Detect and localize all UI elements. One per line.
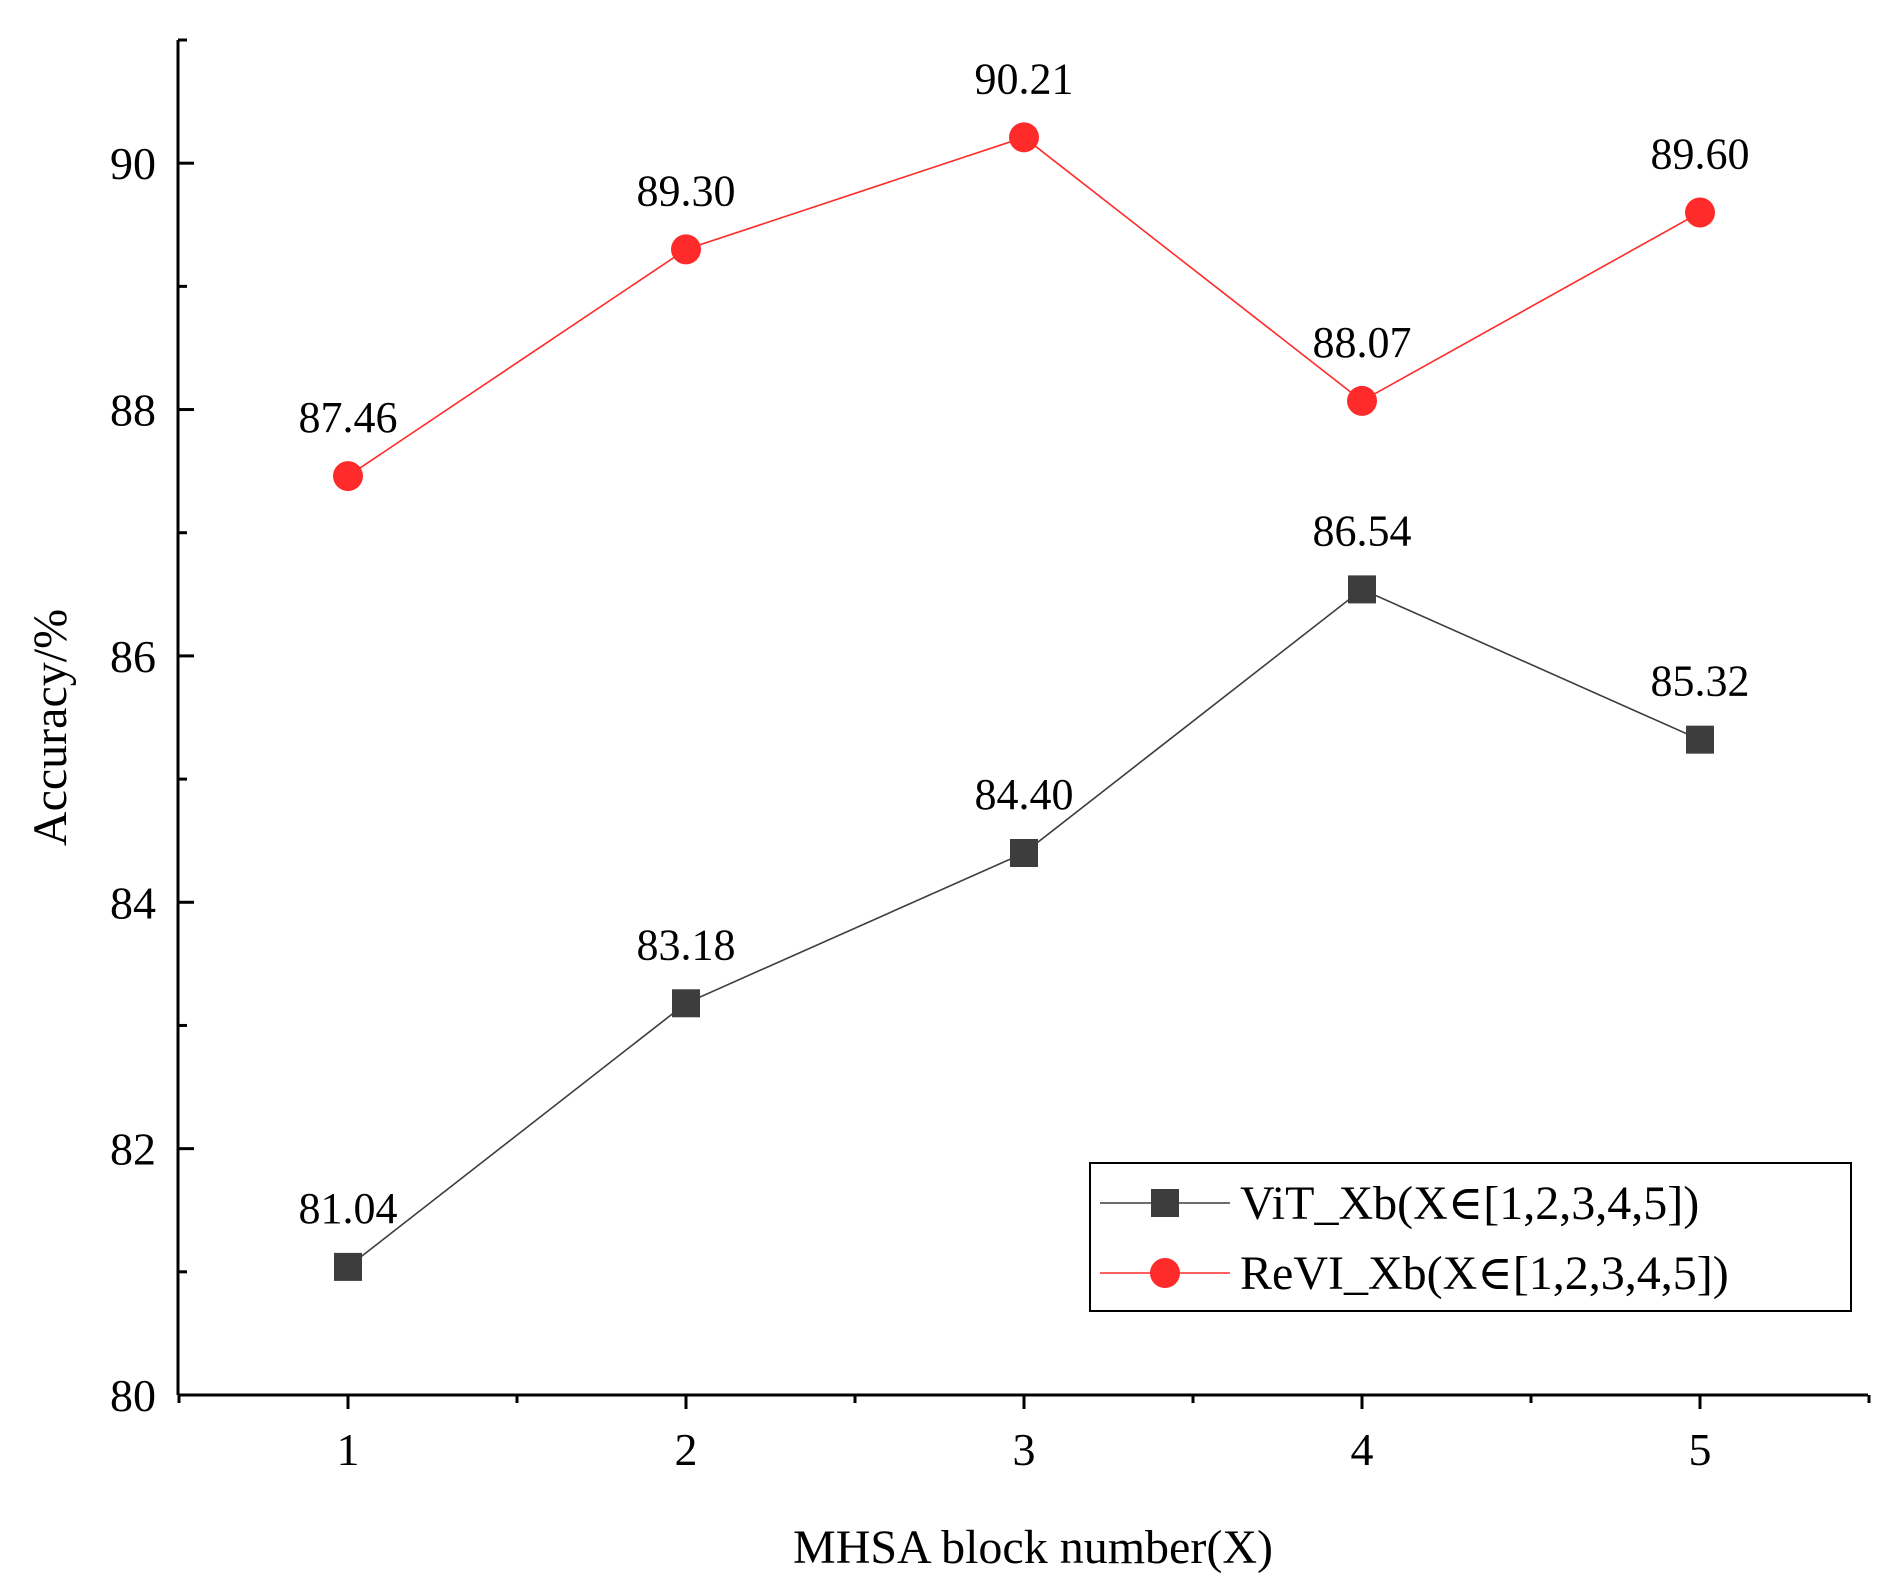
revi-point bbox=[1347, 385, 1377, 416]
revi-point bbox=[333, 461, 363, 492]
y-tick-label: 80 bbox=[110, 1370, 156, 1421]
y-tick-label: 90 bbox=[110, 138, 156, 189]
revi-point bbox=[1685, 197, 1715, 228]
legend-label-vit: ViT_Xb(X∈[1,2,3,4,5]) bbox=[1240, 1177, 1699, 1230]
y-tick-label: 88 bbox=[110, 385, 156, 436]
vit-point bbox=[1348, 575, 1376, 604]
y-tick-label: 84 bbox=[110, 877, 156, 928]
x-axis-title: MHSA block number(X) bbox=[793, 1521, 1273, 1574]
revi-data-label: 89.60 bbox=[1651, 129, 1750, 178]
legend-label-revi: ReVI_Xb(X∈[1,2,3,4,5]) bbox=[1240, 1247, 1729, 1300]
y-ticks: 80 82 84 86 88 90 bbox=[110, 38, 194, 1421]
y-tick-label: 86 bbox=[110, 631, 156, 682]
revi-data-label: 87.46 bbox=[299, 393, 398, 442]
vit-data-label: 81.04 bbox=[299, 1184, 398, 1233]
vit-data-label: 85.32 bbox=[1651, 657, 1750, 706]
revi-point bbox=[671, 234, 701, 265]
legend-marker-revi bbox=[1150, 1258, 1180, 1288]
series-layer bbox=[333, 122, 1715, 1281]
vit-data-label: 84.40 bbox=[975, 770, 1074, 819]
x-tick-label: 3 bbox=[1013, 1424, 1036, 1475]
series-line-revi bbox=[347, 136, 1701, 477]
x-tick-label: 1 bbox=[337, 1424, 360, 1475]
vit-data-label: 83.18 bbox=[637, 920, 736, 969]
revi-data-label: 88.07 bbox=[1313, 318, 1412, 367]
legend-box bbox=[1089, 1162, 1852, 1312]
x-tick-label: 2 bbox=[675, 1424, 698, 1475]
vit-data-label: 86.54 bbox=[1313, 506, 1412, 555]
vit-point bbox=[334, 1252, 362, 1281]
vit-point bbox=[1010, 839, 1038, 867]
x-tick-label: 4 bbox=[1351, 1424, 1374, 1475]
data-labels: 81.04 83.18 84.40 86.54 85.32 87.46 89.30 90.21… bbox=[299, 54, 1750, 1233]
legend: ViT_Xb(X∈[1,2,3,4,5]) ReVI_Xb(X∈[1,2,3,4… bbox=[1089, 1162, 1852, 1312]
vit-point bbox=[672, 989, 700, 1018]
revi-data-label: 90.21 bbox=[975, 54, 1074, 103]
x-ticks: 1 2 3 4 5 bbox=[177, 1395, 1871, 1475]
y-tick-label: 82 bbox=[110, 1124, 156, 1175]
y-axis-title: Accuracy/% bbox=[24, 609, 77, 846]
revi-data-label: 89.30 bbox=[637, 166, 736, 215]
vit-point bbox=[1686, 725, 1714, 754]
x-tick-label: 5 bbox=[1689, 1424, 1712, 1475]
legend-marker-vit bbox=[1151, 1189, 1179, 1217]
revi-point bbox=[1009, 122, 1039, 153]
